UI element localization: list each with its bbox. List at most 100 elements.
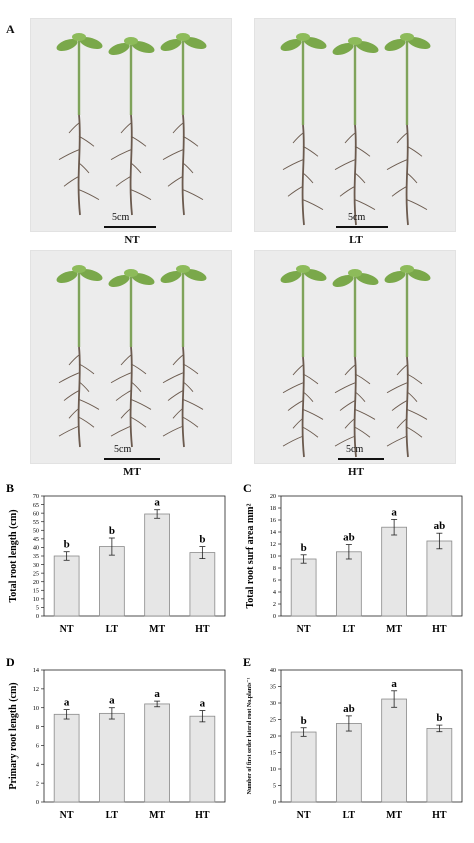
photo-caption-mt: MT: [123, 466, 141, 478]
y-tick-label: 12: [270, 541, 276, 548]
x-tick-label: MT: [386, 810, 402, 821]
y-tick-label: 4: [36, 761, 39, 768]
x-tick-label: HT: [432, 810, 447, 821]
significance-label: a: [200, 698, 206, 710]
bar: [381, 698, 407, 803]
seedling: [332, 269, 379, 458]
scale-label-mt: 5cm: [114, 444, 132, 455]
x-tick-label: NT: [297, 810, 311, 821]
panel-label: E: [243, 655, 251, 669]
error-bar: [63, 551, 70, 561]
seedling: [384, 33, 431, 226]
significance-label: b: [301, 715, 307, 727]
y-axis-label: Number of first order lateral root No.pl…: [247, 677, 253, 794]
seedling: [384, 265, 431, 458]
y-tick-label: 25: [33, 570, 39, 577]
y-tick-label: 10: [270, 553, 276, 560]
seedling: [332, 37, 379, 226]
y-tick-label: 40: [270, 667, 276, 674]
y-tick-label: 12: [33, 686, 39, 693]
photo-caption-ht: HT: [348, 466, 364, 478]
y-tick-label: 0: [273, 799, 276, 806]
x-tick-label: LT: [106, 624, 119, 635]
y-tick-label: 8: [273, 565, 276, 572]
photo-caption-nt: NT: [124, 234, 140, 246]
error-bar: [345, 715, 352, 732]
bar: [290, 731, 317, 803]
chart-total-root-surface-area: C 0 2 4 6 8 10 12 14 16 18 20 Total root surf area m…: [243, 481, 463, 635]
error-bar: [436, 724, 443, 733]
panel-label: D: [6, 655, 15, 669]
bar: [336, 723, 362, 803]
y-tick-label: 14: [33, 667, 39, 674]
y-tick-label: 8: [36, 724, 39, 731]
bar: [53, 555, 80, 617]
significance-label: b: [64, 539, 70, 551]
significance-label: b: [436, 712, 442, 724]
significance-label: a: [154, 688, 160, 700]
bar: [336, 551, 362, 617]
seedlings-illustration: [280, 33, 431, 226]
significance-label: ab: [343, 532, 355, 544]
y-tick-label: 10: [33, 705, 39, 712]
significance-label: a: [391, 678, 397, 690]
y-tick-label: 2: [36, 780, 39, 787]
bar: [290, 558, 317, 617]
error-bar: [300, 727, 307, 737]
bar: [381, 526, 407, 617]
y-tick-label: 20: [270, 733, 276, 740]
seedling: [108, 37, 155, 216]
y-tick-label: 18: [270, 505, 276, 512]
seedling: [56, 265, 103, 448]
y-tick-label: 45: [33, 536, 39, 543]
bar: [99, 712, 125, 803]
seedling-photo-lt: [254, 18, 456, 232]
photo-caption-lt: LT: [349, 234, 363, 246]
error-bar: [154, 509, 161, 519]
error-bar: [108, 537, 115, 556]
y-tick-label: 15: [33, 587, 39, 594]
y-tick-label: 30: [270, 700, 276, 707]
y-tick-label: 65: [33, 502, 39, 509]
y-tick-label: 55: [33, 519, 39, 526]
x-tick-label: LT: [343, 624, 356, 635]
y-tick-label: 25: [270, 717, 276, 724]
y-tick-label: 15: [270, 750, 276, 757]
x-tick-label: MT: [386, 624, 402, 635]
error-bar: [436, 532, 443, 550]
seedlings-illustration: [280, 265, 431, 458]
bar: [189, 552, 216, 617]
y-tick-label: 6: [273, 577, 276, 584]
y-tick-label: 0: [273, 613, 276, 620]
x-tick-label: HT: [195, 624, 210, 635]
significance-label: b: [301, 542, 307, 554]
seedling: [108, 269, 155, 448]
error-bar: [199, 710, 206, 723]
y-tick-label: 35: [33, 553, 39, 560]
x-tick-label: NT: [60, 810, 74, 821]
error-bar: [391, 519, 398, 536]
panel-label: C: [243, 481, 252, 495]
panel-label-a: A: [6, 22, 15, 36]
bar: [426, 728, 453, 803]
x-tick-label: HT: [195, 810, 210, 821]
significance-label: b: [199, 534, 205, 546]
y-tick-label: 20: [270, 493, 276, 500]
y-tick-label: 16: [270, 517, 276, 524]
y-axis-label: Total root length (cm): [8, 509, 19, 602]
panel-label: B: [6, 481, 14, 495]
y-tick-label: 0: [36, 799, 39, 806]
error-bar: [108, 707, 115, 720]
scale-label-nt: 5cm: [112, 212, 130, 223]
significance-label: a: [154, 497, 160, 509]
seedling: [280, 33, 327, 226]
plot-frame: [43, 669, 226, 803]
significance-label: b: [109, 525, 115, 537]
bar: [144, 513, 170, 617]
y-tick-label: 6: [36, 743, 39, 750]
seedlings-illustration: [56, 265, 207, 448]
error-bar: [345, 544, 352, 560]
y-tick-label: 10: [33, 596, 39, 603]
significance-label: ab: [343, 703, 355, 715]
significance-label: a: [109, 695, 115, 707]
